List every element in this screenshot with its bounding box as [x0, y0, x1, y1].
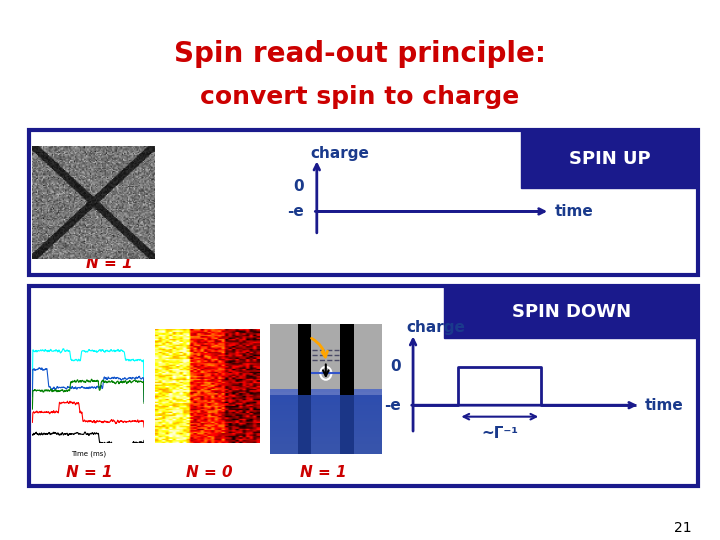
Bar — [270, 392, 382, 395]
Bar — [270, 431, 382, 434]
Bar — [270, 447, 382, 450]
Bar — [270, 395, 382, 454]
Text: charge: charge — [407, 320, 466, 335]
Bar — [270, 415, 382, 418]
Bar — [270, 408, 382, 411]
Bar — [270, 395, 382, 399]
Bar — [270, 437, 382, 441]
Bar — [270, 450, 382, 454]
Text: convert spin to charge: convert spin to charge — [200, 85, 520, 109]
Text: 21: 21 — [674, 521, 691, 535]
Text: N = 0: N = 0 — [186, 464, 233, 480]
Bar — [270, 411, 382, 415]
Text: N = 1: N = 1 — [86, 256, 132, 271]
Text: N = 1: N = 1 — [66, 464, 112, 480]
Bar — [270, 389, 382, 392]
Text: time: time — [554, 204, 593, 219]
Text: -e: -e — [287, 204, 304, 219]
Text: 0: 0 — [390, 360, 400, 375]
Text: charge: charge — [310, 146, 369, 161]
Text: -e: -e — [384, 397, 400, 413]
Text: N = 1: N = 1 — [300, 464, 347, 480]
Bar — [298, 324, 311, 454]
Bar — [270, 434, 382, 437]
Text: Spin read-out principle:: Spin read-out principle: — [174, 40, 546, 68]
Bar — [521, 130, 698, 188]
Bar — [270, 399, 382, 402]
Bar — [341, 324, 354, 454]
Bar — [270, 405, 382, 408]
Bar — [270, 424, 382, 428]
Bar — [270, 428, 382, 431]
Text: ~Γ⁻¹: ~Γ⁻¹ — [481, 426, 518, 441]
Bar — [270, 421, 382, 424]
Bar — [270, 444, 382, 447]
Text: 0: 0 — [293, 179, 304, 194]
Text: SPIN UP: SPIN UP — [569, 150, 650, 168]
Bar — [444, 286, 698, 338]
Text: Time (ms): Time (ms) — [71, 450, 106, 457]
Bar — [270, 402, 382, 405]
Text: time: time — [644, 397, 683, 413]
Text: SPIN DOWN: SPIN DOWN — [512, 303, 631, 321]
Bar — [270, 441, 382, 444]
Bar — [270, 418, 382, 421]
